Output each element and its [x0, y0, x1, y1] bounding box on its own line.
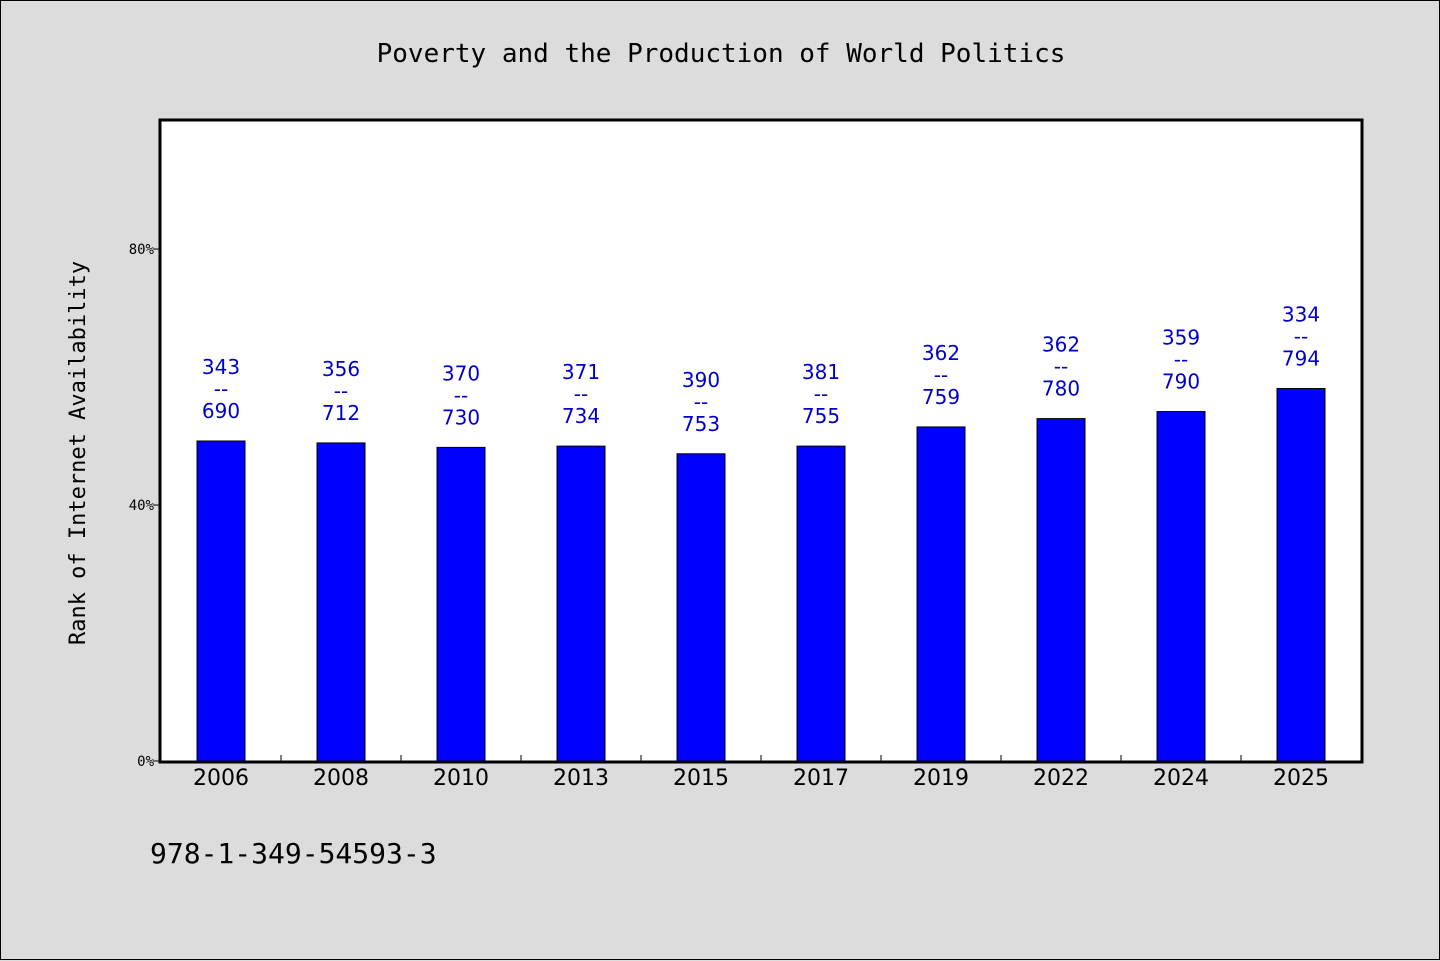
y-tick-label: 40%: [129, 498, 155, 514]
bars-layer: [196, 388, 1326, 762]
data-label-2015-0: 390: [682, 368, 720, 392]
y-tick-label: 0%: [137, 754, 154, 770]
bar-2024: [1156, 411, 1206, 762]
data-label-2008-2: 712: [322, 401, 360, 425]
data-label-2013-1: --: [574, 382, 588, 406]
bar-2013: [556, 445, 606, 762]
bar-2006: [196, 440, 246, 762]
data-label-2025-2: 794: [1282, 347, 1320, 371]
bar-2010: [436, 446, 486, 762]
data-label-2024-2: 790: [1162, 370, 1200, 394]
data-label-2022-1: --: [1054, 355, 1068, 379]
data-label-2010-2: 730: [442, 405, 480, 429]
bar-2025: [1276, 388, 1326, 762]
data-label-2022-0: 362: [1042, 333, 1080, 357]
y-tick-label: 80%: [129, 242, 155, 258]
data-label-2015-1: --: [694, 390, 708, 414]
data-label-2008-0: 356: [322, 357, 360, 381]
data-label-2024-1: --: [1174, 348, 1188, 372]
bar-2015: [676, 453, 726, 762]
data-label-2019-2: 759: [922, 385, 960, 409]
x-tick-label-2019: 2019: [913, 766, 969, 791]
data-label-2022-2: 780: [1042, 377, 1080, 401]
data-label-2010-1: --: [454, 383, 468, 407]
data-label-2013-0: 371: [562, 360, 600, 384]
data-label-2017-0: 381: [802, 360, 840, 384]
x-tick-label-2025: 2025: [1273, 766, 1329, 791]
y-axis: 0% 40% 80%: [129, 242, 161, 770]
data-label-2017-1: --: [814, 382, 828, 406]
data-label-2019-1: --: [934, 363, 948, 387]
x-tick-label-2024: 2024: [1153, 766, 1209, 791]
isbn-text: 978-1-349-54593-3: [150, 837, 437, 870]
x-tick-label-2008: 2008: [313, 766, 369, 791]
data-label-2010-0: 370: [442, 361, 480, 385]
x-tick-label-2017: 2017: [793, 766, 849, 791]
data-label-2006-2: 690: [202, 399, 240, 423]
data-label-2017-2: 755: [802, 404, 840, 428]
data-label-2019-0: 362: [922, 341, 960, 365]
data-labels: 343--690356--712370--730371--734390--753…: [202, 303, 1320, 436]
data-label-2024-0: 359: [1162, 326, 1200, 350]
data-label-2008-1: --: [334, 379, 348, 403]
x-tick-label-2013: 2013: [553, 766, 609, 791]
bar-2017: [796, 445, 846, 762]
x-tick-label-2022: 2022: [1033, 766, 1089, 791]
data-label-2015-2: 753: [682, 412, 720, 436]
x-tick-label-2015: 2015: [673, 766, 729, 791]
x-tick-label-2010: 2010: [433, 766, 489, 791]
bar-2022: [1036, 418, 1086, 762]
data-label-2006-0: 343: [202, 355, 240, 379]
data-label-2025-0: 334: [1282, 303, 1320, 327]
bar-2019: [916, 426, 966, 762]
y-axis-label: Rank of Internet Availability: [66, 261, 91, 645]
data-label-2006-1: --: [214, 377, 228, 401]
bar-2008: [316, 442, 366, 762]
data-label-2013-2: 734: [562, 404, 600, 428]
x-tick-label-2006: 2006: [193, 766, 249, 791]
chart-title: Poverty and the Production of World Poli…: [377, 39, 1066, 69]
data-label-2025-1: --: [1294, 325, 1308, 349]
x-axis: 2006 2008 2010 2013 2015 2017 2019 2022 2024 2025: [193, 755, 1329, 791]
